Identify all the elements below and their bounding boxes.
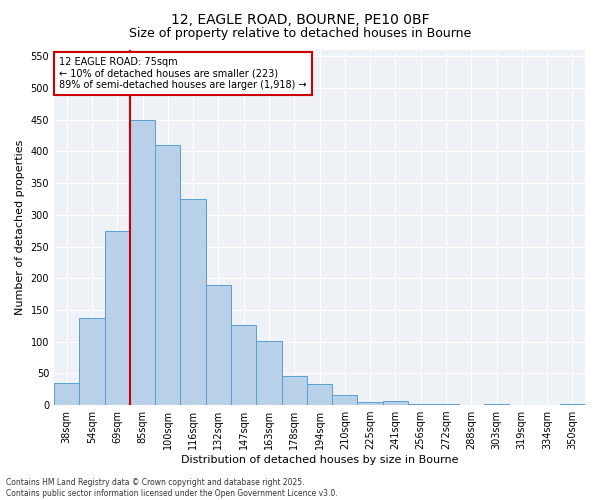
Bar (484, 404, 509, 405)
Bar (358, 402, 383, 405)
Text: 12, EAGLE ROAD, BOURNE, PE10 0BF: 12, EAGLE ROAD, BOURNE, PE10 0BF (170, 12, 430, 26)
Bar (181, 199, 206, 405)
Bar (104, 230, 130, 405)
Text: 12 EAGLE ROAD: 75sqm
← 10% of detached houses are smaller (223)
89% of semi-deta: 12 EAGLE ROAD: 75sqm ← 10% of detached h… (59, 57, 307, 90)
Bar (155, 145, 181, 405)
Bar (332, 395, 358, 405)
Bar (79, 318, 104, 405)
Bar (383, 400, 408, 405)
Bar (560, 404, 585, 405)
Bar (206, 284, 231, 405)
Text: Size of property relative to detached houses in Bourne: Size of property relative to detached ho… (129, 28, 471, 40)
Bar (54, 383, 79, 405)
Bar (433, 404, 458, 405)
Bar (231, 325, 256, 405)
X-axis label: Distribution of detached houses by size in Bourne: Distribution of detached houses by size … (181, 455, 458, 465)
Text: Contains HM Land Registry data © Crown copyright and database right 2025.
Contai: Contains HM Land Registry data © Crown c… (6, 478, 338, 498)
Bar (256, 341, 281, 405)
Bar (281, 376, 307, 405)
Y-axis label: Number of detached properties: Number of detached properties (15, 140, 25, 315)
Bar (130, 120, 155, 405)
Bar (408, 404, 433, 405)
Bar (307, 384, 332, 405)
